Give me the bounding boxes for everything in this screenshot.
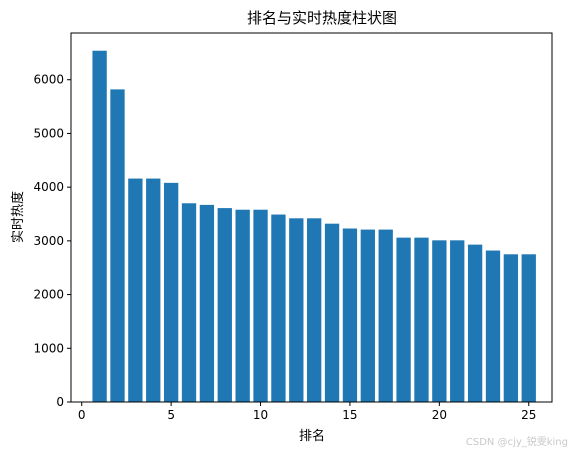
x-axis-label: 排名 (299, 428, 325, 444)
x-tick-label: 10 (253, 408, 268, 422)
bar-rank-7 (199, 204, 215, 402)
bar-rank-21 (450, 240, 465, 402)
bar-rank-17 (378, 229, 393, 402)
bar-rank-16 (360, 229, 375, 402)
x-axis-ticks: 0 5 10 15 20 25 (78, 402, 536, 422)
x-tick-label: 0 (78, 408, 86, 422)
bar-rank-13 (307, 218, 322, 402)
bar-rank-6 (181, 203, 197, 402)
bar-rank-12 (289, 218, 304, 402)
bar-rank-14 (324, 223, 340, 402)
y-tick-label: 3000 (33, 234, 64, 248)
y-tick-label: 1000 (33, 341, 64, 355)
y-tick-label: 6000 (33, 73, 64, 87)
x-tick-label: 5 (167, 408, 175, 422)
x-tick-label: 15 (342, 408, 357, 422)
y-axis-ticks: 0 1000 2000 3000 4000 5000 6000 (33, 73, 71, 409)
bar-rank-23 (485, 250, 501, 402)
x-tick-label: 20 (432, 408, 447, 422)
bar-rank-25 (521, 254, 536, 402)
y-axis-label: 实时热度 (10, 191, 26, 243)
bar-rank-22 (467, 244, 483, 402)
bar-rank-20 (432, 240, 447, 402)
y-tick-label: 4000 (33, 180, 64, 194)
chart-title: 排名与实时热度柱状图 (247, 9, 397, 27)
watermark: CSDN @cjy_锐雯king (466, 435, 568, 448)
bar-rank-9 (235, 209, 250, 402)
bar-rank-2 (110, 89, 125, 403)
bar-rank-4 (146, 178, 161, 402)
y-tick-label: 5000 (33, 126, 64, 140)
bar-rank-24 (503, 254, 519, 402)
axes-frame (70, 32, 553, 403)
y-tick-label: 0 (56, 395, 64, 409)
x-tick-label: 25 (521, 408, 536, 422)
bar-rank-10 (253, 209, 268, 402)
bar-rank-18 (396, 237, 411, 402)
bar-rank-8 (217, 208, 232, 402)
bar-rank-11 (271, 214, 286, 402)
bar-rank-19 (414, 237, 429, 402)
y-tick-label: 2000 (33, 288, 64, 302)
bar-rank-15 (342, 228, 358, 402)
bar-rank-5 (163, 182, 179, 402)
bar-rank-1 (92, 50, 107, 403)
bars-group (92, 50, 536, 403)
bar-rank-3 (128, 178, 143, 402)
